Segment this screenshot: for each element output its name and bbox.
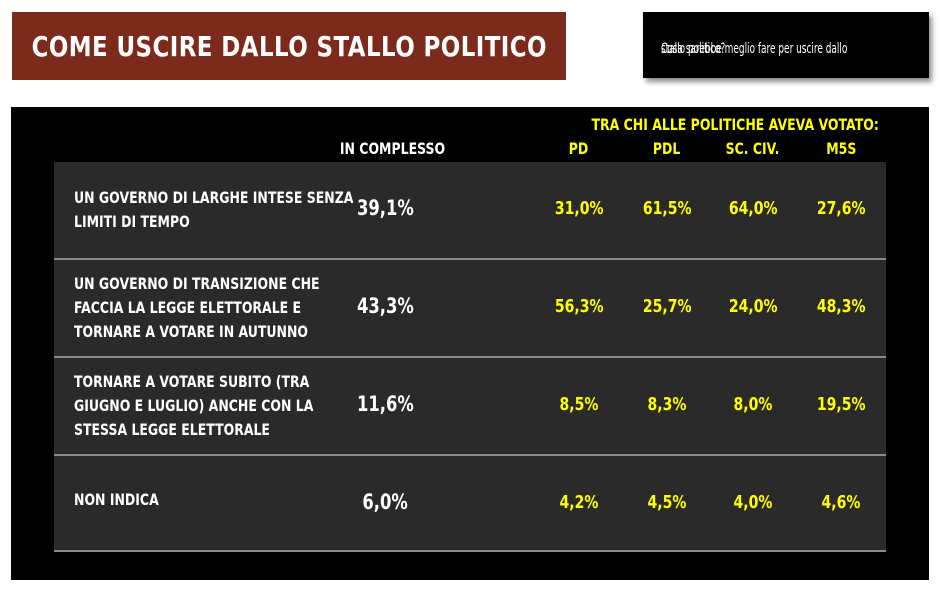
value-m5s: 19,5%: [816, 394, 866, 415]
question-text: Cosa sarebbe meglio fare per uscire dall…: [653, 26, 909, 57]
row-label: NON INDICA: [74, 490, 159, 509]
table-row: UN GOVERNO DI TRANSIZIONE CHE FACCIA LA …: [54, 260, 886, 356]
value-total: 39,1%: [356, 196, 414, 220]
group-header: TRA CHI ALLE POLITICHE AVEVA VOTATO:: [591, 115, 879, 134]
column-header-m5s: M5S: [825, 139, 857, 158]
row-divider: [54, 454, 886, 456]
question-box: Cosa sarebbe meglio fare per uscire dall…: [643, 12, 929, 78]
value-sc-civ: 24,0%: [728, 296, 778, 317]
row-label: UN GOVERNO DI TRANSIZIONE CHE FACCIA LA …: [74, 274, 320, 341]
value-sc-civ: 64,0%: [728, 198, 778, 219]
value-pd: 8,5%: [559, 394, 599, 415]
column-header-pdl: PDL: [653, 139, 681, 158]
column-header-total: IN COMPLESSO: [339, 139, 446, 158]
value-pdl: 8,3%: [647, 394, 687, 415]
value-sc-civ: 4,0%: [733, 492, 773, 513]
row-label: TORNARE A VOTARE SUBITO (TRA GIUGNO E LU…: [74, 372, 314, 439]
table-row: UN GOVERNO DI LARGHE INTESE SENZA LIMITI…: [54, 162, 886, 258]
row-divider: [54, 356, 886, 358]
value-pdl: 25,7%: [642, 296, 692, 317]
value-total: 6,0%: [362, 490, 408, 514]
row-label: UN GOVERNO DI LARGHE INTESE SENZA LIMITI…: [74, 188, 354, 231]
question-line-2: stallo politico?: [661, 41, 726, 57]
value-sc-civ: 8,0%: [733, 394, 773, 415]
value-total: 43,3%: [356, 294, 414, 318]
column-header-sc-civ: SC. CIV.: [726, 139, 780, 158]
value-m5s: 48,3%: [816, 296, 866, 317]
value-m5s: 27,6%: [816, 198, 866, 219]
results-table: TRA CHI ALLE POLITICHE AVEVA VOTATO: IN …: [11, 107, 929, 580]
table-row: TORNARE A VOTARE SUBITO (TRA GIUGNO E LU…: [54, 358, 886, 454]
title-banner: COME USCIRE DALLO STALLO POLITICO: [12, 12, 566, 80]
question-line-1: Cosa sarebbe meglio fare per uscire dall…: [661, 41, 848, 57]
page-title: COME USCIRE DALLO STALLO POLITICO: [31, 29, 547, 63]
value-total: 11,6%: [356, 392, 414, 416]
table-row: NON INDICA 6,0% 4,2% 4,5% 4,0% 4,6%: [54, 456, 886, 552]
value-pdl: 4,5%: [647, 492, 687, 513]
row-divider: [54, 258, 886, 260]
row-divider: [54, 550, 886, 552]
column-header-pd: PD: [569, 139, 589, 158]
value-pd: 56,3%: [554, 296, 604, 317]
value-pd: 31,0%: [554, 198, 604, 219]
value-pdl: 61,5%: [642, 198, 692, 219]
value-pd: 4,2%: [559, 492, 599, 513]
value-m5s: 4,6%: [821, 492, 861, 513]
